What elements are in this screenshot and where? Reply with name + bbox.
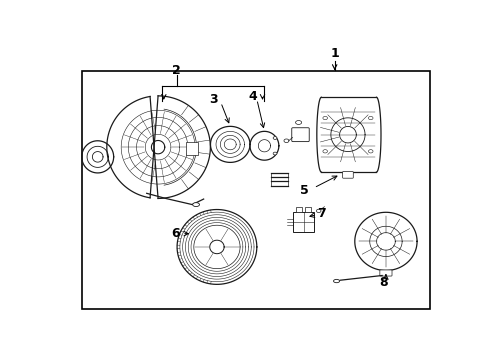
Ellipse shape bbox=[284, 139, 289, 143]
Text: 3: 3 bbox=[209, 93, 218, 106]
Bar bbox=[186, 141, 197, 156]
FancyBboxPatch shape bbox=[292, 128, 309, 141]
Ellipse shape bbox=[273, 136, 277, 139]
Text: 6: 6 bbox=[171, 227, 179, 240]
Text: 8: 8 bbox=[380, 276, 389, 289]
Bar bbox=[305, 207, 311, 212]
Text: 4: 4 bbox=[248, 90, 257, 103]
FancyBboxPatch shape bbox=[380, 270, 392, 276]
FancyBboxPatch shape bbox=[343, 172, 353, 178]
Ellipse shape bbox=[323, 150, 327, 153]
Ellipse shape bbox=[323, 116, 327, 120]
Bar bbox=[293, 212, 314, 232]
Ellipse shape bbox=[317, 209, 321, 212]
Ellipse shape bbox=[193, 203, 199, 207]
Text: 2: 2 bbox=[172, 64, 181, 77]
Bar bbox=[296, 207, 302, 212]
Ellipse shape bbox=[368, 116, 373, 120]
Ellipse shape bbox=[368, 150, 373, 153]
Ellipse shape bbox=[273, 152, 277, 155]
Bar bbox=[82, 71, 430, 309]
Ellipse shape bbox=[334, 279, 340, 283]
Ellipse shape bbox=[295, 121, 302, 125]
Text: 7: 7 bbox=[317, 207, 326, 220]
Text: 1: 1 bbox=[330, 47, 339, 60]
Text: 5: 5 bbox=[300, 184, 309, 197]
